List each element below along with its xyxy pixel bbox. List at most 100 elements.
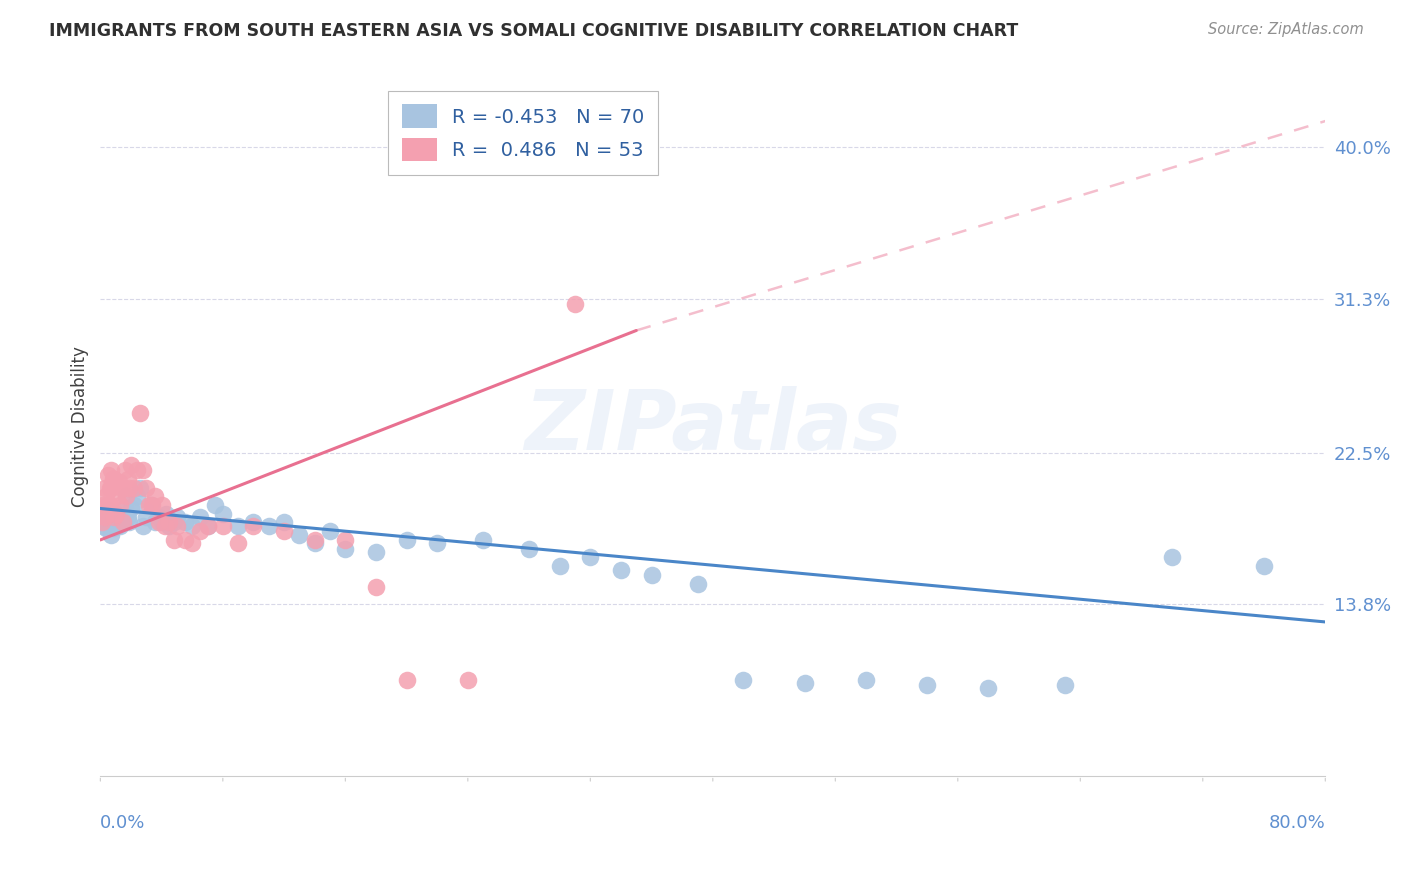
Point: [103, 516, 125, 530]
Point: [129, 405, 152, 419]
Point: [97, 503, 120, 517]
Point: [855, 673, 877, 687]
Point: [105, 519, 128, 533]
Point: [364, 545, 387, 559]
Point: [127, 489, 149, 503]
Point: [132, 519, 155, 533]
Point: [564, 297, 586, 311]
Point: [115, 489, 138, 503]
Text: ZIPatlas: ZIPatlas: [524, 386, 901, 467]
Point: [97, 468, 120, 483]
Point: [122, 498, 145, 512]
Point: [98, 481, 121, 495]
Point: [273, 524, 295, 539]
Point: [101, 510, 124, 524]
Point: [157, 516, 180, 530]
Point: [686, 576, 709, 591]
Point: [188, 510, 211, 524]
Point: [98, 519, 121, 533]
Point: [288, 527, 311, 541]
Point: [94, 481, 117, 495]
Text: 80.0%: 80.0%: [1268, 814, 1326, 832]
Point: [127, 463, 149, 477]
Point: [226, 519, 249, 533]
Text: 0.0%: 0.0%: [100, 814, 146, 832]
Point: [101, 472, 124, 486]
Point: [335, 541, 357, 556]
Point: [139, 498, 162, 512]
Point: [640, 567, 662, 582]
Point: [148, 516, 170, 530]
Point: [101, 521, 124, 535]
Point: [181, 519, 204, 533]
Point: [104, 507, 127, 521]
Point: [105, 489, 128, 503]
Point: [100, 463, 122, 477]
Point: [977, 681, 1000, 696]
Point: [157, 519, 180, 533]
Point: [117, 510, 139, 524]
Point: [114, 501, 136, 516]
Point: [93, 498, 115, 512]
Point: [517, 541, 540, 556]
Point: [242, 519, 264, 533]
Point: [1253, 559, 1275, 574]
Point: [148, 510, 170, 524]
Point: [173, 516, 195, 530]
Point: [163, 516, 186, 530]
Point: [129, 481, 152, 495]
Point: [94, 507, 117, 521]
Point: [117, 472, 139, 486]
Point: [145, 489, 167, 503]
Point: [112, 514, 135, 528]
Point: [273, 516, 295, 530]
Point: [472, 533, 495, 547]
Point: [103, 472, 125, 486]
Point: [364, 580, 387, 594]
Point: [1053, 678, 1076, 692]
Point: [150, 498, 173, 512]
Point: [115, 489, 138, 503]
Point: [579, 550, 602, 565]
Point: [107, 475, 129, 490]
Legend: R = -0.453   N = 70, R =  0.486   N = 53: R = -0.453 N = 70, R = 0.486 N = 53: [388, 91, 658, 175]
Point: [135, 481, 157, 495]
Y-axis label: Cognitive Disability: Cognitive Disability: [72, 346, 89, 507]
Point: [211, 519, 233, 533]
Point: [120, 458, 142, 472]
Point: [110, 519, 132, 533]
Point: [141, 498, 163, 512]
Point: [610, 563, 633, 577]
Point: [104, 516, 127, 530]
Point: [793, 676, 815, 690]
Point: [120, 501, 142, 516]
Point: [103, 510, 125, 524]
Point: [197, 519, 219, 533]
Point: [915, 678, 938, 692]
Point: [188, 524, 211, 539]
Text: IMMIGRANTS FROM SOUTH EASTERN ASIA VS SOMALI COGNITIVE DISABILITY CORRELATION CH: IMMIGRANTS FROM SOUTH EASTERN ASIA VS SO…: [49, 22, 1018, 40]
Point: [98, 498, 121, 512]
Point: [155, 507, 177, 521]
Point: [211, 507, 233, 521]
Point: [100, 516, 122, 530]
Point: [304, 533, 326, 547]
Point: [135, 510, 157, 524]
Point: [548, 559, 571, 574]
Point: [257, 519, 280, 533]
Point: [242, 516, 264, 530]
Point: [112, 516, 135, 530]
Point: [395, 533, 418, 547]
Point: [118, 481, 141, 495]
Point: [132, 463, 155, 477]
Point: [304, 536, 326, 550]
Point: [145, 516, 167, 530]
Point: [197, 519, 219, 533]
Point: [226, 536, 249, 550]
Point: [335, 533, 357, 547]
Point: [118, 516, 141, 530]
Point: [90, 516, 112, 530]
Point: [122, 481, 145, 495]
Point: [150, 516, 173, 530]
Point: [111, 516, 134, 530]
